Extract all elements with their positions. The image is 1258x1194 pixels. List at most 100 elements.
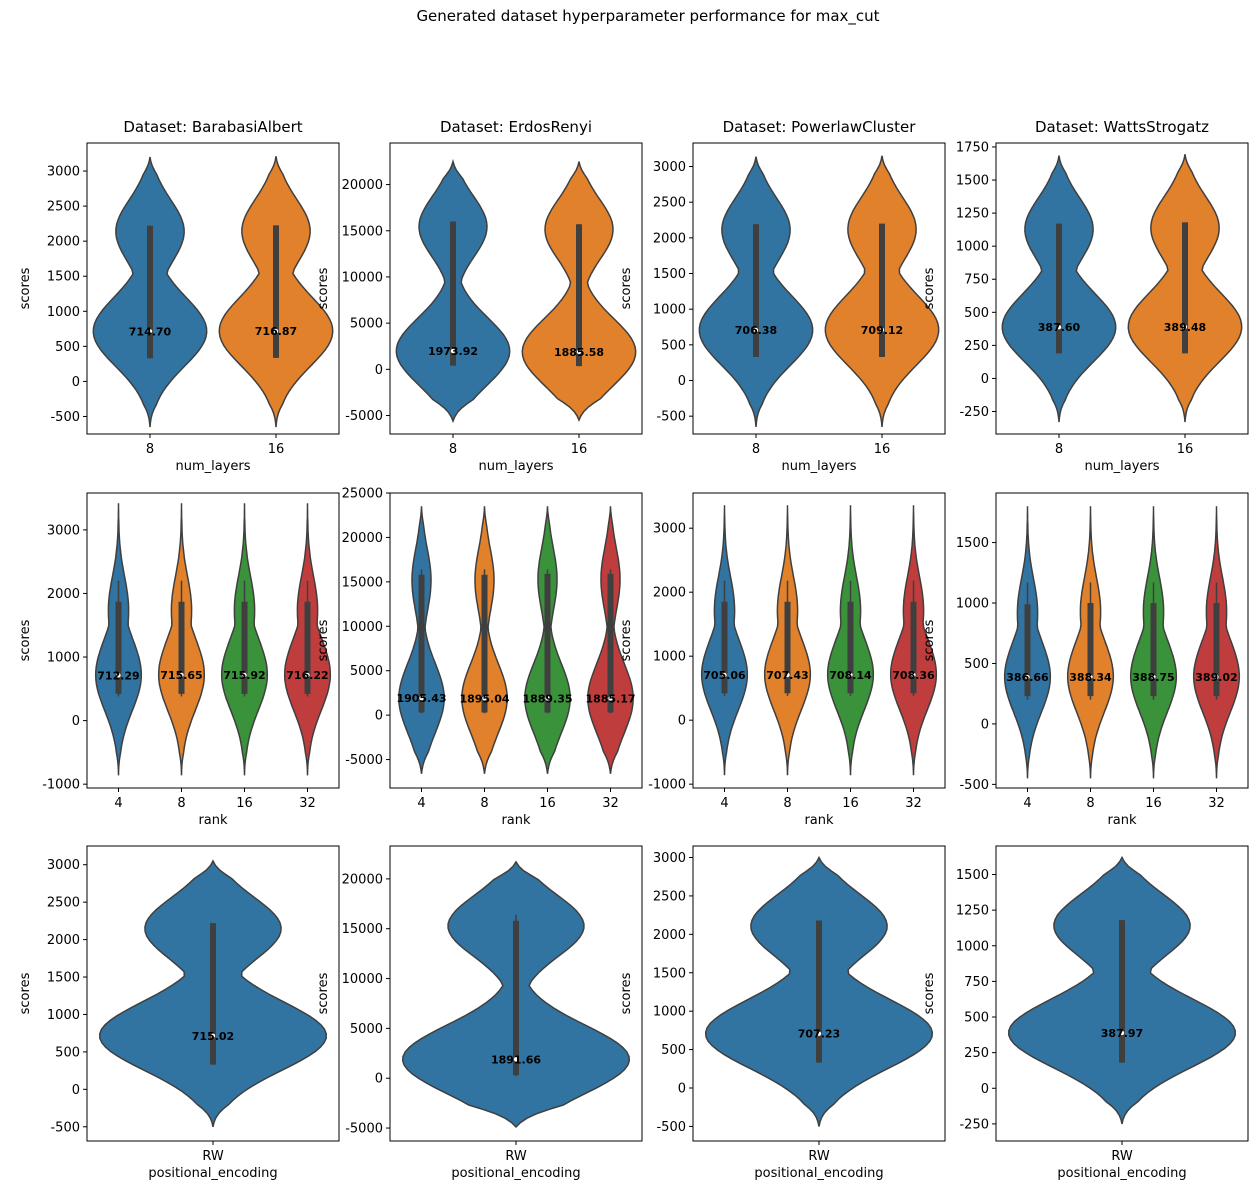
subplot-10: 1891.66 -5000 0 5000 10000 15000 20000 RW positi… xyxy=(316,845,643,1181)
subplot-1: 714.70 716.87 -500 0 500 1000 1500 2000 2500 3000… xyxy=(18,118,340,474)
y-tick-label: 1000 xyxy=(47,305,80,320)
x-axis-label: num_layers xyxy=(781,459,856,474)
median-label-16: 709.12 xyxy=(861,324,903,337)
y-tick-label: -1000 xyxy=(42,778,80,793)
y-tick-label: -5000 xyxy=(345,409,383,424)
median-label-8: 706.38 xyxy=(735,324,777,337)
y-axis-label: scores xyxy=(619,267,634,309)
y-tick-label: 5000 xyxy=(350,317,383,332)
y-tick-label: 1750 xyxy=(956,140,989,155)
subplot-11: 707.23 -500 0 500 1000 1500 2000 2500 3000 RW posi… xyxy=(619,845,946,1181)
median-label-32: 389.02 xyxy=(1195,671,1237,684)
subplot-5: 712.29 715.65 715.92 716.22 -1000 0 1000 2000 30… xyxy=(18,492,340,828)
x-tick-label: 8 xyxy=(752,442,760,457)
y-tick-label: -250 xyxy=(959,405,989,420)
y-axis-label: scores xyxy=(922,267,937,309)
y-tick-label: 0 xyxy=(678,374,686,389)
y-tick-label: 25000 xyxy=(342,487,383,502)
subplot-title: Dataset: WattsStrogatz xyxy=(1035,118,1209,136)
median-label-32: 708.36 xyxy=(892,669,935,682)
x-tick-label: RW xyxy=(202,1149,224,1164)
y-tick-label: 10000 xyxy=(342,620,383,635)
y-tick-label: 500 xyxy=(55,340,80,355)
y-tick-label: 1500 xyxy=(47,971,80,986)
axes-frame xyxy=(389,492,643,789)
median-label-16: 716.87 xyxy=(255,325,297,338)
y-tick-label: 2000 xyxy=(653,586,686,601)
y-tick-label: 1000 xyxy=(653,1005,686,1020)
x-tick-label: 16 xyxy=(236,796,253,811)
x-tick-label: 4 xyxy=(417,796,425,811)
y-tick-label: 3000 xyxy=(47,523,80,538)
x-tick-label: 16 xyxy=(1145,796,1162,811)
median-point-RW xyxy=(816,1031,822,1036)
y-tick-label: 1000 xyxy=(47,1008,80,1023)
median-point-16 xyxy=(242,672,247,678)
y-tick-label: 1250 xyxy=(956,207,989,222)
y-tick-label: -5000 xyxy=(345,753,383,768)
median-point-8 xyxy=(482,696,487,701)
subplot-title: Dataset: BarabasiAlbert xyxy=(123,118,302,136)
y-axis-label: scores xyxy=(316,972,331,1014)
x-axis-label: rank xyxy=(198,813,228,828)
y-tick-label: -5000 xyxy=(345,1122,383,1137)
axes-frame xyxy=(995,492,1249,789)
median-point-4 xyxy=(419,696,424,701)
y-tick-label: 0 xyxy=(981,717,989,732)
median-point-32 xyxy=(911,672,916,678)
y-tick-label: -500 xyxy=(50,1120,80,1135)
y-tick-label: 0 xyxy=(678,714,686,729)
y-tick-label: 10000 xyxy=(342,270,383,285)
y-tick-label: 0 xyxy=(72,714,80,729)
y-tick-label: 1000 xyxy=(653,303,686,318)
y-tick-label: 1000 xyxy=(47,651,80,666)
x-tick-label: 16 xyxy=(842,796,859,811)
y-tick-label: -500 xyxy=(656,1120,686,1135)
y-tick-label: 0 xyxy=(72,1083,80,1098)
y-tick-label: 500 xyxy=(661,1043,686,1058)
y-axis-label: scores xyxy=(18,619,33,661)
x-tick-label: RW xyxy=(1111,1149,1133,1164)
x-tick-label: 32 xyxy=(905,796,922,811)
y-axis-label: scores xyxy=(316,267,331,309)
figure-suptitle: Generated dataset hyperparameter perform… xyxy=(416,7,880,25)
y-tick-label: 20000 xyxy=(342,872,383,887)
median-label-RW: 707.23 xyxy=(798,1028,840,1041)
y-tick-label: 3000 xyxy=(653,160,686,175)
axes-frame xyxy=(389,142,643,435)
y-tick-label: 3000 xyxy=(653,851,686,866)
median-point-32 xyxy=(1214,674,1219,680)
y-tick-label: 2000 xyxy=(47,587,80,602)
median-label-16: 715.92 xyxy=(223,669,265,682)
median-point-16 xyxy=(879,327,885,333)
subplot-12: 387.97 -250 0 250 500 750 1000 1250 1500 RW positi… xyxy=(922,845,1249,1181)
x-axis-label: num_layers xyxy=(478,459,553,474)
y-axis-label: scores xyxy=(922,619,937,661)
y-tick-label: 0 xyxy=(375,363,383,378)
y-tick-label: 5000 xyxy=(350,664,383,679)
x-tick-label: 16 xyxy=(874,442,891,457)
y-tick-label: 3000 xyxy=(653,522,686,537)
subplot-title: Dataset: ErdosRenyi xyxy=(440,118,592,136)
y-tick-label: 1500 xyxy=(653,267,686,282)
median-point-8 xyxy=(1088,674,1093,680)
subplot-6: 1905.43 1895.04 1889.35 1885.17 -5000 0 5000 10… xyxy=(316,487,643,828)
median-label-16: 1885.58 xyxy=(554,346,604,359)
y-tick-label: 3000 xyxy=(47,858,80,873)
y-axis-label: scores xyxy=(18,267,33,309)
subplot-3: 706.38 709.12 -500 0 500 1000 1500 2000 2500 3000… xyxy=(619,118,946,474)
y-tick-label: 15000 xyxy=(342,224,383,239)
x-axis-label: positional_encoding xyxy=(148,1166,277,1181)
y-tick-label: 0 xyxy=(72,375,80,390)
x-tick-label: 16 xyxy=(1177,442,1194,457)
y-tick-label: 15000 xyxy=(342,922,383,937)
subplot-9: 715.02 -500 0 500 1000 1500 2000 2500 3000 RW posi… xyxy=(18,845,340,1181)
x-tick-label: 8 xyxy=(1086,796,1094,811)
x-tick-label: 4 xyxy=(114,796,122,811)
y-tick-label: 2000 xyxy=(653,928,686,943)
median-label-16: 1889.35 xyxy=(522,692,572,705)
y-tick-label: 1500 xyxy=(956,868,989,883)
y-tick-label: 2500 xyxy=(653,889,686,904)
x-axis-label: positional_encoding xyxy=(451,1166,580,1181)
